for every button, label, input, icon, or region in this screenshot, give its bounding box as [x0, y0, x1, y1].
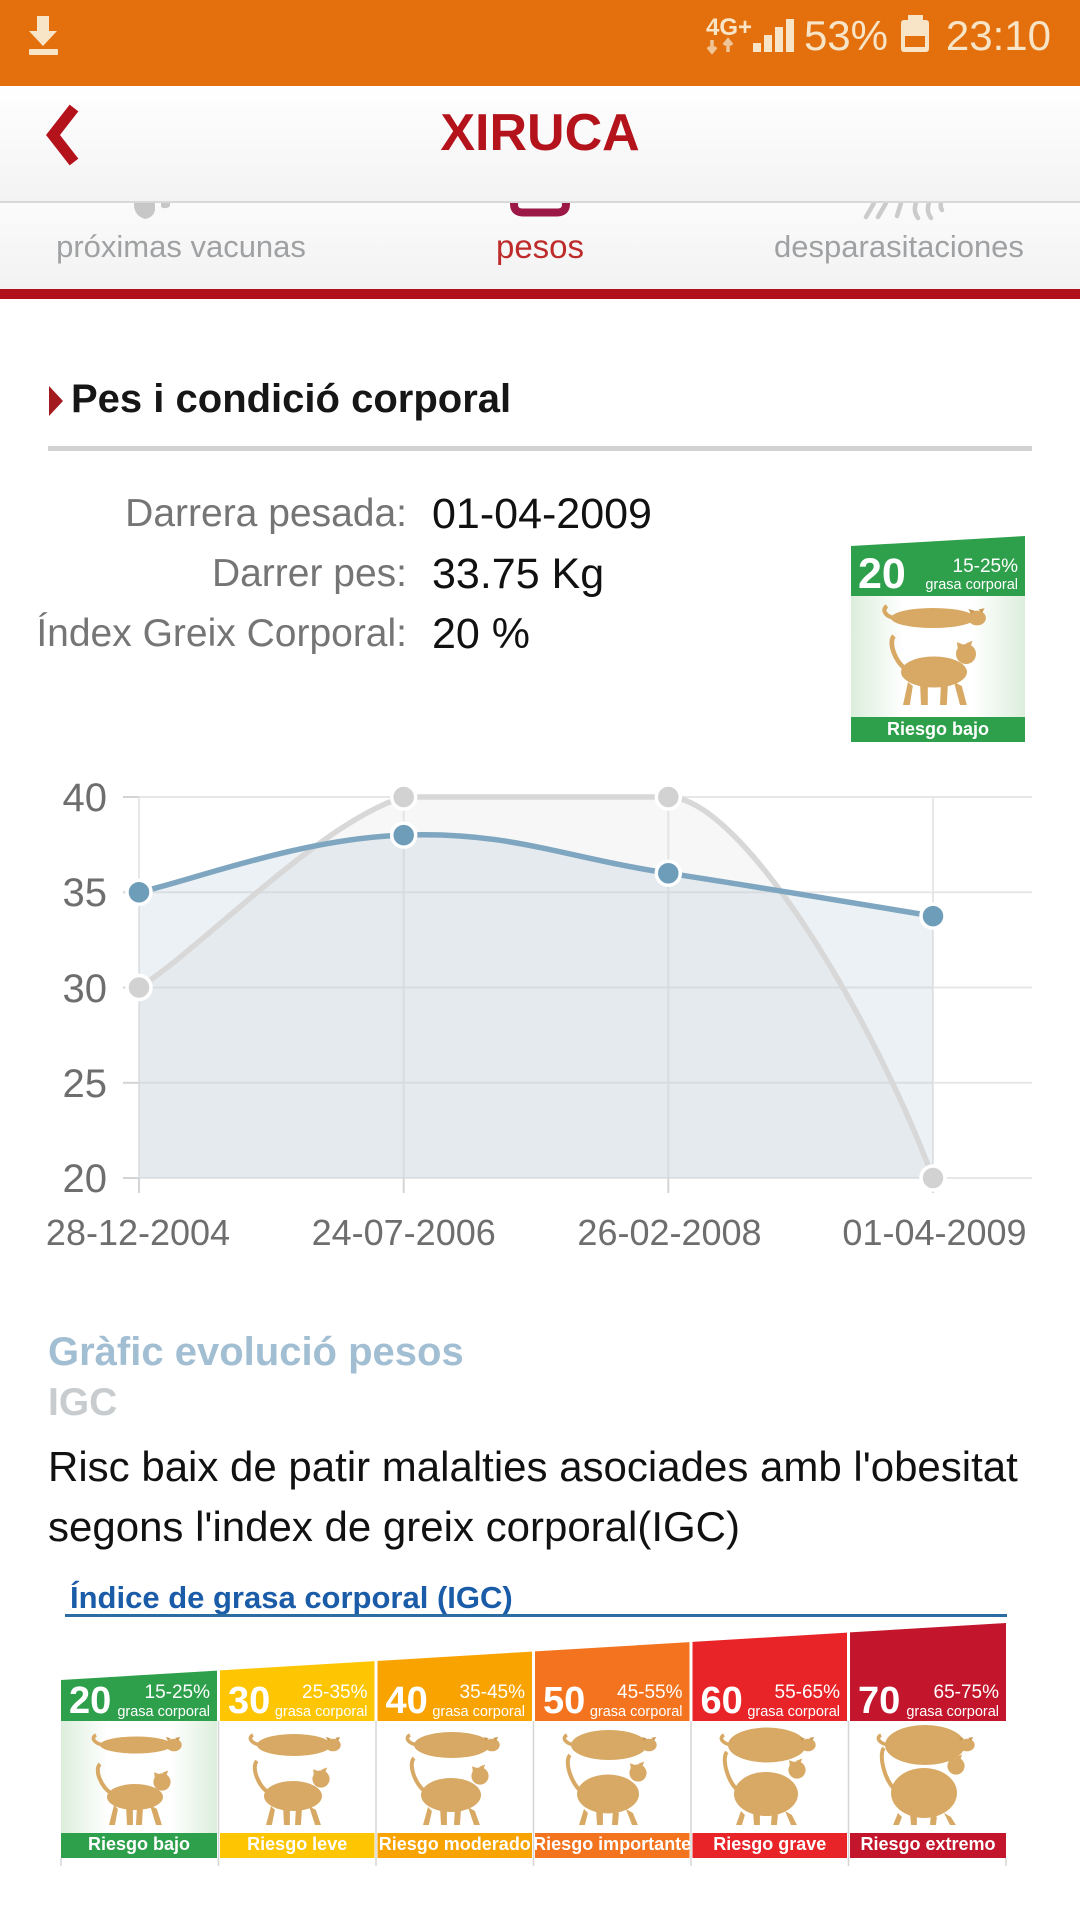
- svg-text:Riesgo bajo: Riesgo bajo: [88, 1834, 190, 1854]
- svg-text:20: 20: [69, 1680, 111, 1722]
- svg-text:26-02-2008: 26-02-2008: [577, 1212, 761, 1253]
- svg-text:28-12-2004: 28-12-2004: [46, 1212, 230, 1253]
- svg-text:50: 50: [543, 1680, 585, 1722]
- svg-text:25: 25: [63, 1062, 108, 1106]
- svg-text:40: 40: [386, 1680, 428, 1722]
- svg-text:65-75%: 65-75%: [934, 1682, 1000, 1703]
- svg-text:53%: 53%: [804, 12, 888, 59]
- svg-text:Riesgo extremo: Riesgo extremo: [860, 1834, 995, 1854]
- svg-text:30: 30: [63, 967, 108, 1011]
- svg-text:grasa corporal: grasa corporal: [275, 1704, 368, 1720]
- svg-text:grasa corporal: grasa corporal: [117, 1704, 210, 1720]
- svg-text:Riesgo grave: Riesgo grave: [713, 1834, 826, 1854]
- svg-text:45-55%: 45-55%: [617, 1682, 683, 1703]
- svg-text:35: 35: [63, 871, 108, 915]
- svg-text:grasa corporal: grasa corporal: [747, 1704, 840, 1720]
- svg-text:Riesgo leve: Riesgo leve: [247, 1834, 347, 1854]
- svg-text:70: 70: [858, 1680, 900, 1722]
- svg-text:55-65%: 55-65%: [775, 1682, 841, 1703]
- svg-text:Índice de grasa corporal (IGC): Índice de grasa corporal (IGC): [70, 1580, 513, 1615]
- svg-text:Riesgo importante: Riesgo importante: [533, 1834, 691, 1854]
- svg-text:20: 20: [858, 550, 906, 598]
- svg-text:30: 30: [228, 1680, 270, 1722]
- svg-text:40: 40: [63, 776, 108, 820]
- svg-text:grasa corporal: grasa corporal: [906, 1704, 999, 1720]
- svg-text:grasa corporal: grasa corporal: [590, 1704, 683, 1720]
- svg-text:4G+: 4G+: [706, 14, 752, 41]
- svg-text:Riesgo moderado: Riesgo moderado: [379, 1834, 531, 1854]
- svg-text:25-35%: 25-35%: [302, 1682, 368, 1703]
- svg-text:grasa corporal: grasa corporal: [432, 1704, 525, 1720]
- svg-text:Riesgo bajo: Riesgo bajo: [887, 719, 989, 739]
- svg-text:60: 60: [701, 1680, 743, 1722]
- svg-text:01-04-2009: 01-04-2009: [842, 1212, 1026, 1253]
- svg-text:20: 20: [63, 1157, 108, 1201]
- svg-text:grasa corporal: grasa corporal: [925, 577, 1018, 593]
- svg-text:15-25%: 15-25%: [953, 556, 1019, 577]
- svg-text:15-25%: 15-25%: [145, 1682, 211, 1703]
- svg-text:35-45%: 35-45%: [460, 1682, 526, 1703]
- svg-text:23:10: 23:10: [946, 12, 1051, 59]
- svg-text:24-07-2006: 24-07-2006: [312, 1212, 496, 1253]
